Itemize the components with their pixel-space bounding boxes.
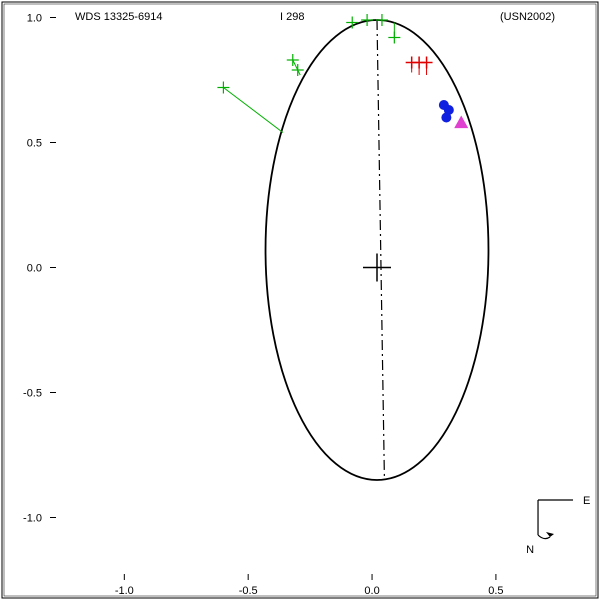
compass-n-label: N [526,544,534,556]
header-center: I 298 [280,11,304,23]
blue-marker [441,113,451,123]
x-tick-label: -0.5 [239,585,258,597]
orbit-plot: -1.0 -0.5 0.0 0.5 -1.0 -0.5 0.0 0.5 1.0 WDS 13325… [0,0,600,600]
header-left: WDS 13325-6914 [75,11,162,23]
header-right: (USN2002) [500,11,555,23]
y-tick-label: 0.5 [27,138,42,150]
y-tick-label: -1.0 [23,513,42,525]
y-tick-label: 1.0 [27,13,42,25]
x-tick-label: 0.5 [488,585,503,597]
y-tick-label: -0.5 [23,388,42,400]
x-tick-label: 0.0 [364,585,379,597]
compass-e-label: E [583,495,590,507]
plot-bg [0,0,600,600]
y-tick-label: 0.0 [27,263,42,275]
x-tick-label: -1.0 [115,585,134,597]
